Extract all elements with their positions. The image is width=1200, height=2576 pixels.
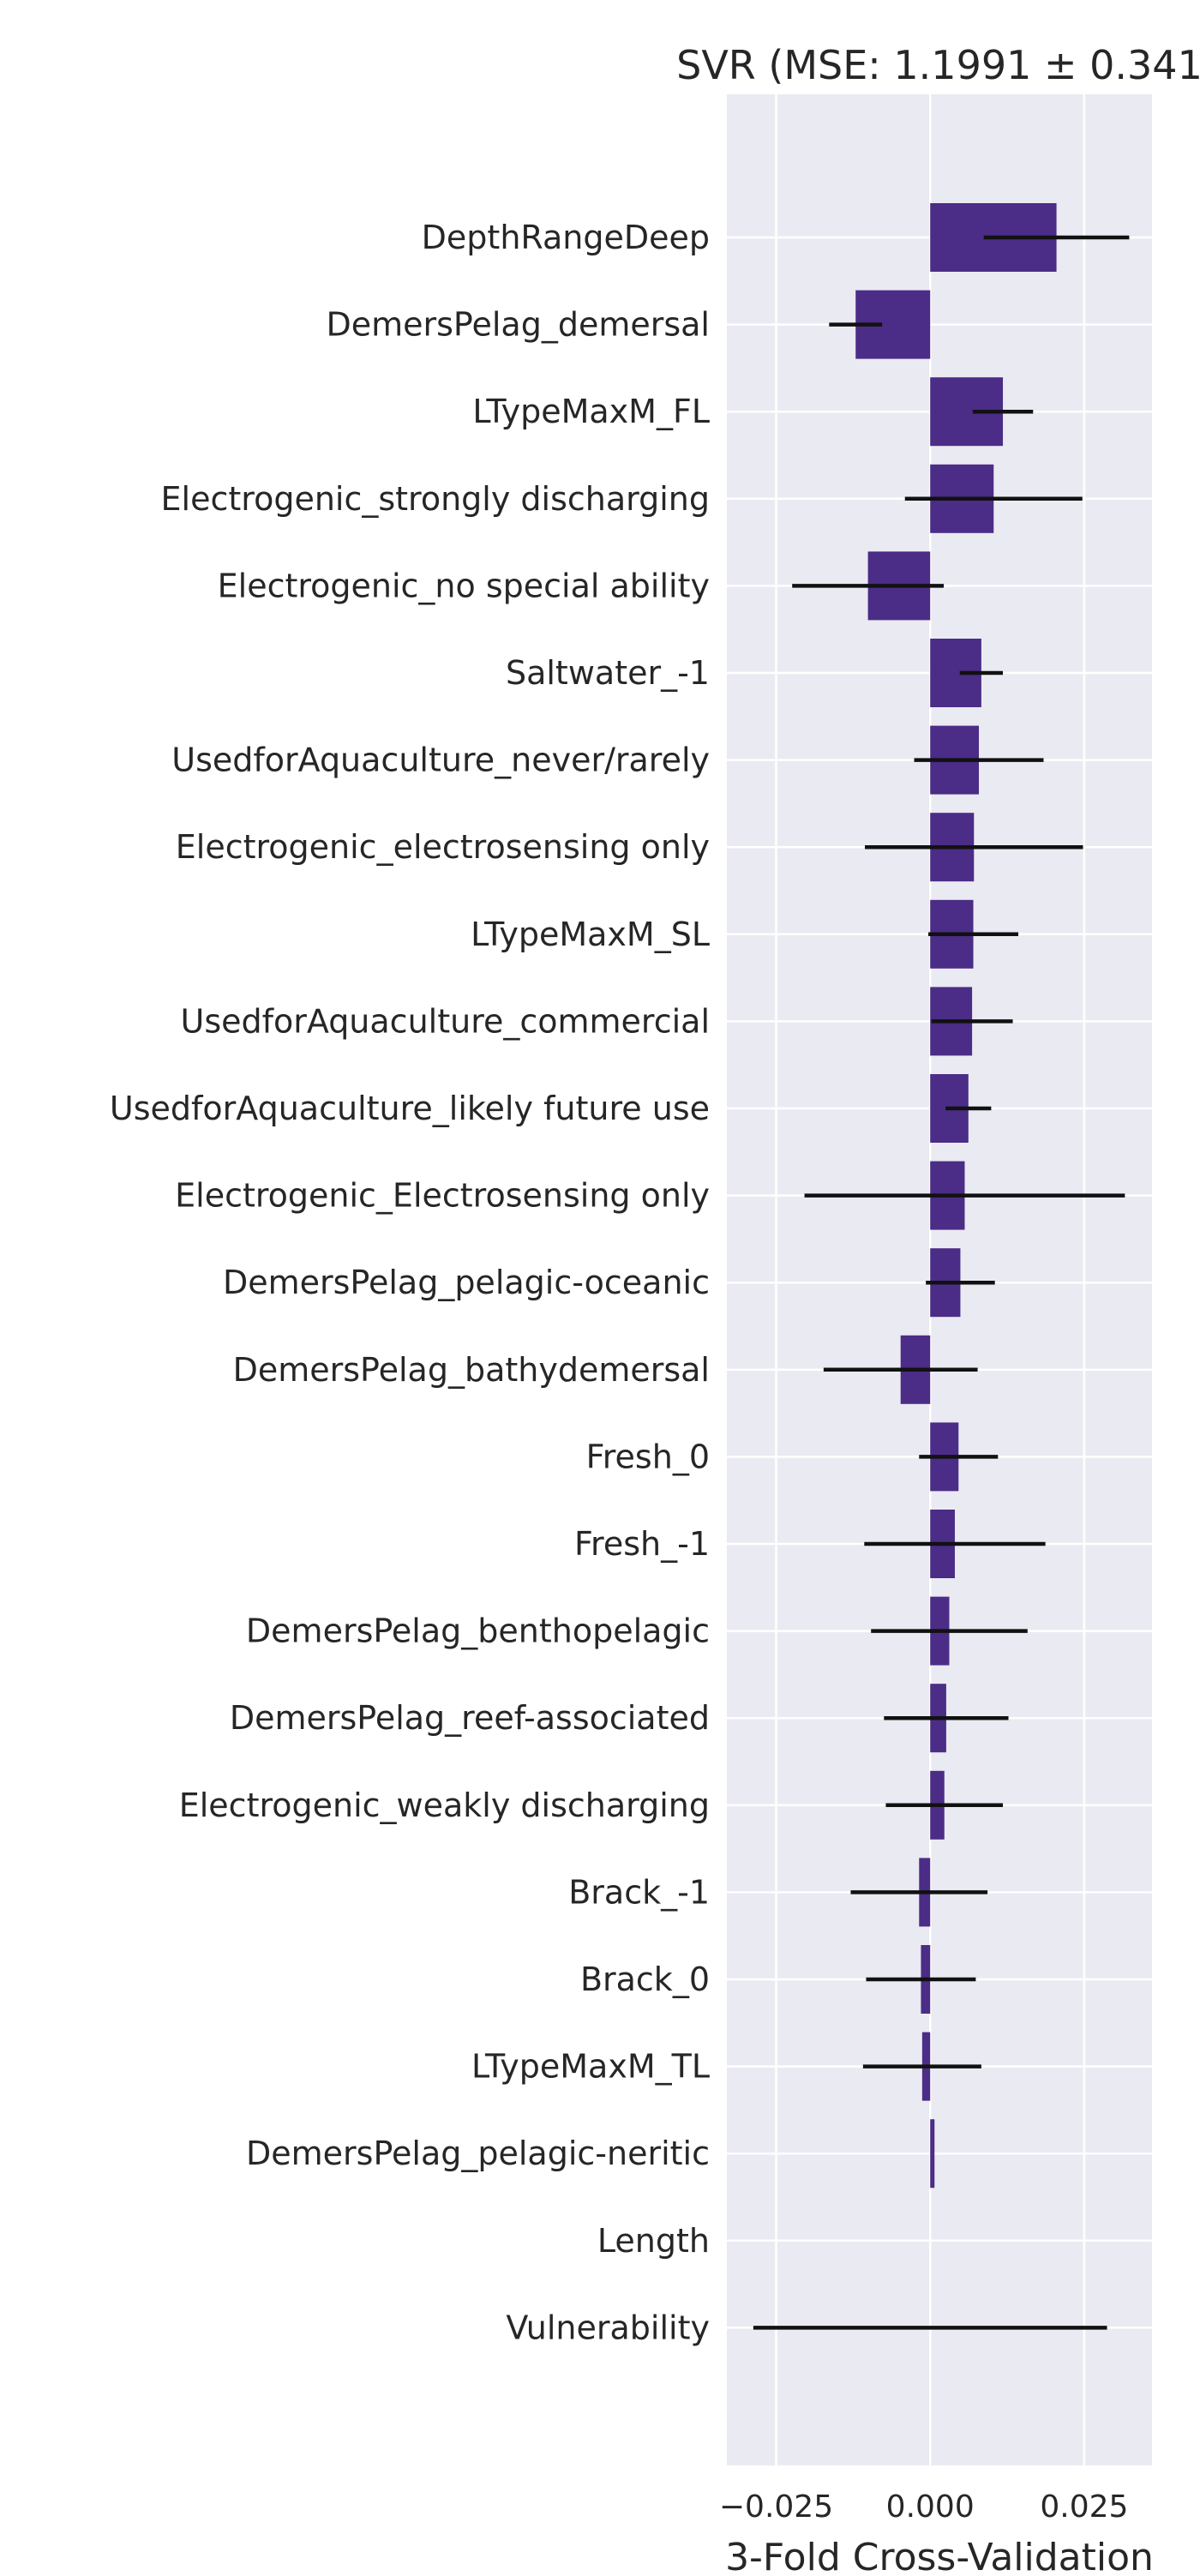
x-axis-ticks: −0.025 0.000 0.025 bbox=[719, 2489, 1129, 2525]
category-label: UsedforAquaculture_never/rarely bbox=[171, 742, 710, 779]
category-label: DemersPelag_pelagic-oceanic bbox=[223, 1264, 710, 1301]
category-label: DemersPelag_reef-associated bbox=[230, 1699, 710, 1737]
category-label: Fresh_-1 bbox=[574, 1525, 710, 1563]
category-label: Brack_0 bbox=[580, 1961, 710, 1998]
category-label: Vulnerability bbox=[506, 2309, 710, 2346]
category-labels: DepthRangeDeep DemersPelag_demersal LTypeM… bbox=[110, 219, 710, 2346]
category-label: DemersPelag_demersal bbox=[326, 306, 710, 344]
category-label: Electrogenic_Electrosensing only bbox=[175, 1177, 710, 1215]
chart-title: SVR (MSE: 1.1991 ± 0.341 bbox=[676, 42, 1200, 88]
category-label: LTypeMaxM_TL bbox=[471, 2048, 710, 2086]
category-label: DemersPelag_bathydemersal bbox=[233, 1351, 710, 1389]
category-label: DepthRangeDeep bbox=[422, 219, 710, 256]
x-tick-label: 0.000 bbox=[886, 2489, 975, 2525]
category-label: Length bbox=[597, 2222, 710, 2260]
error-bars bbox=[753, 235, 1130, 2330]
category-label: UsedforAquaculture_likely future use bbox=[110, 1090, 710, 1127]
category-label: UsedforAquaculture_commercial bbox=[181, 1002, 711, 1040]
category-label: Brack_-1 bbox=[568, 1873, 710, 1911]
category-label: DemersPelag_benthopelagic bbox=[246, 1612, 710, 1650]
category-label: DemersPelag_pelagic-neritic bbox=[246, 2135, 710, 2172]
x-axis-label: 3-Fold Cross-Validation bbox=[725, 2536, 1154, 2572]
category-label: LTypeMaxM_SL bbox=[471, 916, 710, 953]
x-tick-label: −0.025 bbox=[719, 2489, 833, 2525]
category-label: Electrogenic_electrosensing only bbox=[176, 828, 710, 866]
x-tick-label: 0.025 bbox=[1040, 2489, 1128, 2525]
category-label: LTypeMaxM_FL bbox=[472, 393, 710, 430]
category-label: Fresh_0 bbox=[586, 1438, 710, 1475]
category-label: Electrogenic_strongly discharging bbox=[161, 480, 710, 518]
category-label: Saltwater_-1 bbox=[506, 654, 710, 692]
bar bbox=[930, 2119, 935, 2189]
category-label: Electrogenic_no special ability bbox=[218, 567, 710, 604]
category-label: Electrogenic_weakly discharging bbox=[179, 1786, 710, 1824]
